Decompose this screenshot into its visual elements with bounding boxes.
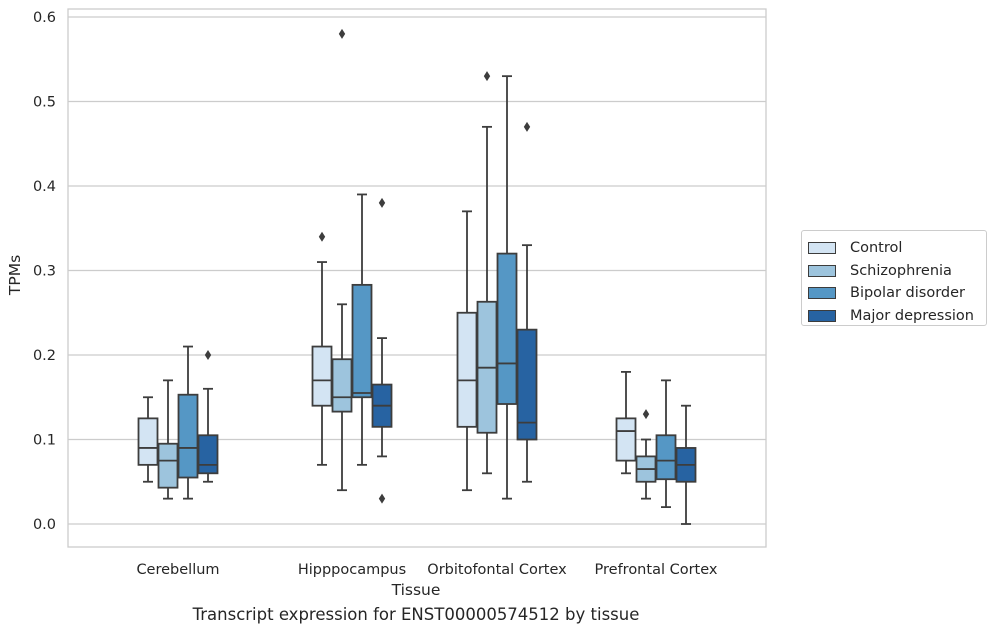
outlier-point xyxy=(318,231,326,242)
legend-item: Control xyxy=(808,237,986,260)
x-tick-labels: Cerebellum Hipppocampus Orbitofontal Corte… xyxy=(136,562,717,578)
box-major-depression xyxy=(516,121,538,483)
outlier-point xyxy=(523,121,531,132)
box-schizophrenia xyxy=(331,28,353,492)
box-body xyxy=(331,358,353,413)
box-body xyxy=(456,311,478,428)
y-tick-label: 0.0 xyxy=(33,517,56,533)
legend-swatch xyxy=(808,287,836,300)
y-tick-label: 0.3 xyxy=(33,264,56,280)
legend-item: Bipolar disorder xyxy=(808,282,986,305)
box-schizophrenia xyxy=(157,379,179,500)
box-body xyxy=(351,283,373,399)
box-control xyxy=(311,231,333,466)
box-body xyxy=(311,345,333,407)
legend: Control Schizophrenia Bipolar disorder Majo… xyxy=(801,230,987,326)
legend-item: Major depression xyxy=(808,305,986,328)
x-axis-label: Tissue xyxy=(391,581,441,599)
legend-swatch xyxy=(808,264,836,277)
legend-label: Schizophrenia xyxy=(850,262,952,279)
box-bipolar-disorder xyxy=(655,379,677,509)
y-tick-label: 0.5 xyxy=(33,95,56,111)
y-tick-label: 0.2 xyxy=(33,348,56,364)
y-tick-labels: 0.0 0.1 0.2 0.3 0.4 0.5 0.6 xyxy=(33,10,56,533)
box-body xyxy=(137,417,159,466)
chart-caption: Transcript expression for ENST0000057451… xyxy=(192,605,640,624)
outlier-point xyxy=(378,197,386,208)
box-body xyxy=(516,328,538,441)
box-body xyxy=(157,442,179,489)
box-body xyxy=(496,252,518,405)
legend-item: Schizophrenia xyxy=(808,260,986,283)
box-major-depression xyxy=(371,197,393,504)
y-tick-label: 0.4 xyxy=(33,179,56,195)
outlier-point xyxy=(204,350,212,360)
boxes-layer xyxy=(137,28,697,525)
x-tick-label: Cerebellum xyxy=(136,562,219,578)
outlier-point xyxy=(642,409,650,420)
box-body xyxy=(177,393,199,479)
outlier-point xyxy=(338,28,346,39)
box-body xyxy=(655,434,677,481)
y-tick-label: 0.6 xyxy=(33,10,56,26)
x-tick-label: Hipppocampus xyxy=(298,562,406,578)
legend-label: Major depression xyxy=(850,307,974,324)
box-major-depression xyxy=(197,350,219,483)
box-control xyxy=(456,210,478,492)
x-tick-label: Orbitofontal Cortex xyxy=(427,562,567,578)
box-bipolar-disorder xyxy=(351,193,373,466)
legend-swatch xyxy=(808,309,836,322)
legend-label: Bipolar disorder xyxy=(850,285,965,302)
x-tick-label: Prefrontal Cortex xyxy=(595,562,718,578)
box-major-depression xyxy=(675,404,697,525)
legend-swatch xyxy=(808,242,836,255)
plot-frame xyxy=(67,8,767,548)
box-body xyxy=(197,434,219,475)
box-schizophrenia xyxy=(476,71,498,475)
outlier-point xyxy=(483,71,491,82)
box-control xyxy=(615,370,637,475)
y-axis-label: TPMs xyxy=(6,255,24,296)
box-body xyxy=(615,417,637,462)
box-bipolar-disorder xyxy=(177,345,199,500)
box-schizophrenia xyxy=(635,409,657,500)
box-control xyxy=(137,396,159,483)
box-bipolar-disorder xyxy=(496,75,518,500)
outlier-point xyxy=(378,493,386,504)
legend-label: Control xyxy=(850,240,903,257)
y-tick-label: 0.1 xyxy=(33,433,56,449)
